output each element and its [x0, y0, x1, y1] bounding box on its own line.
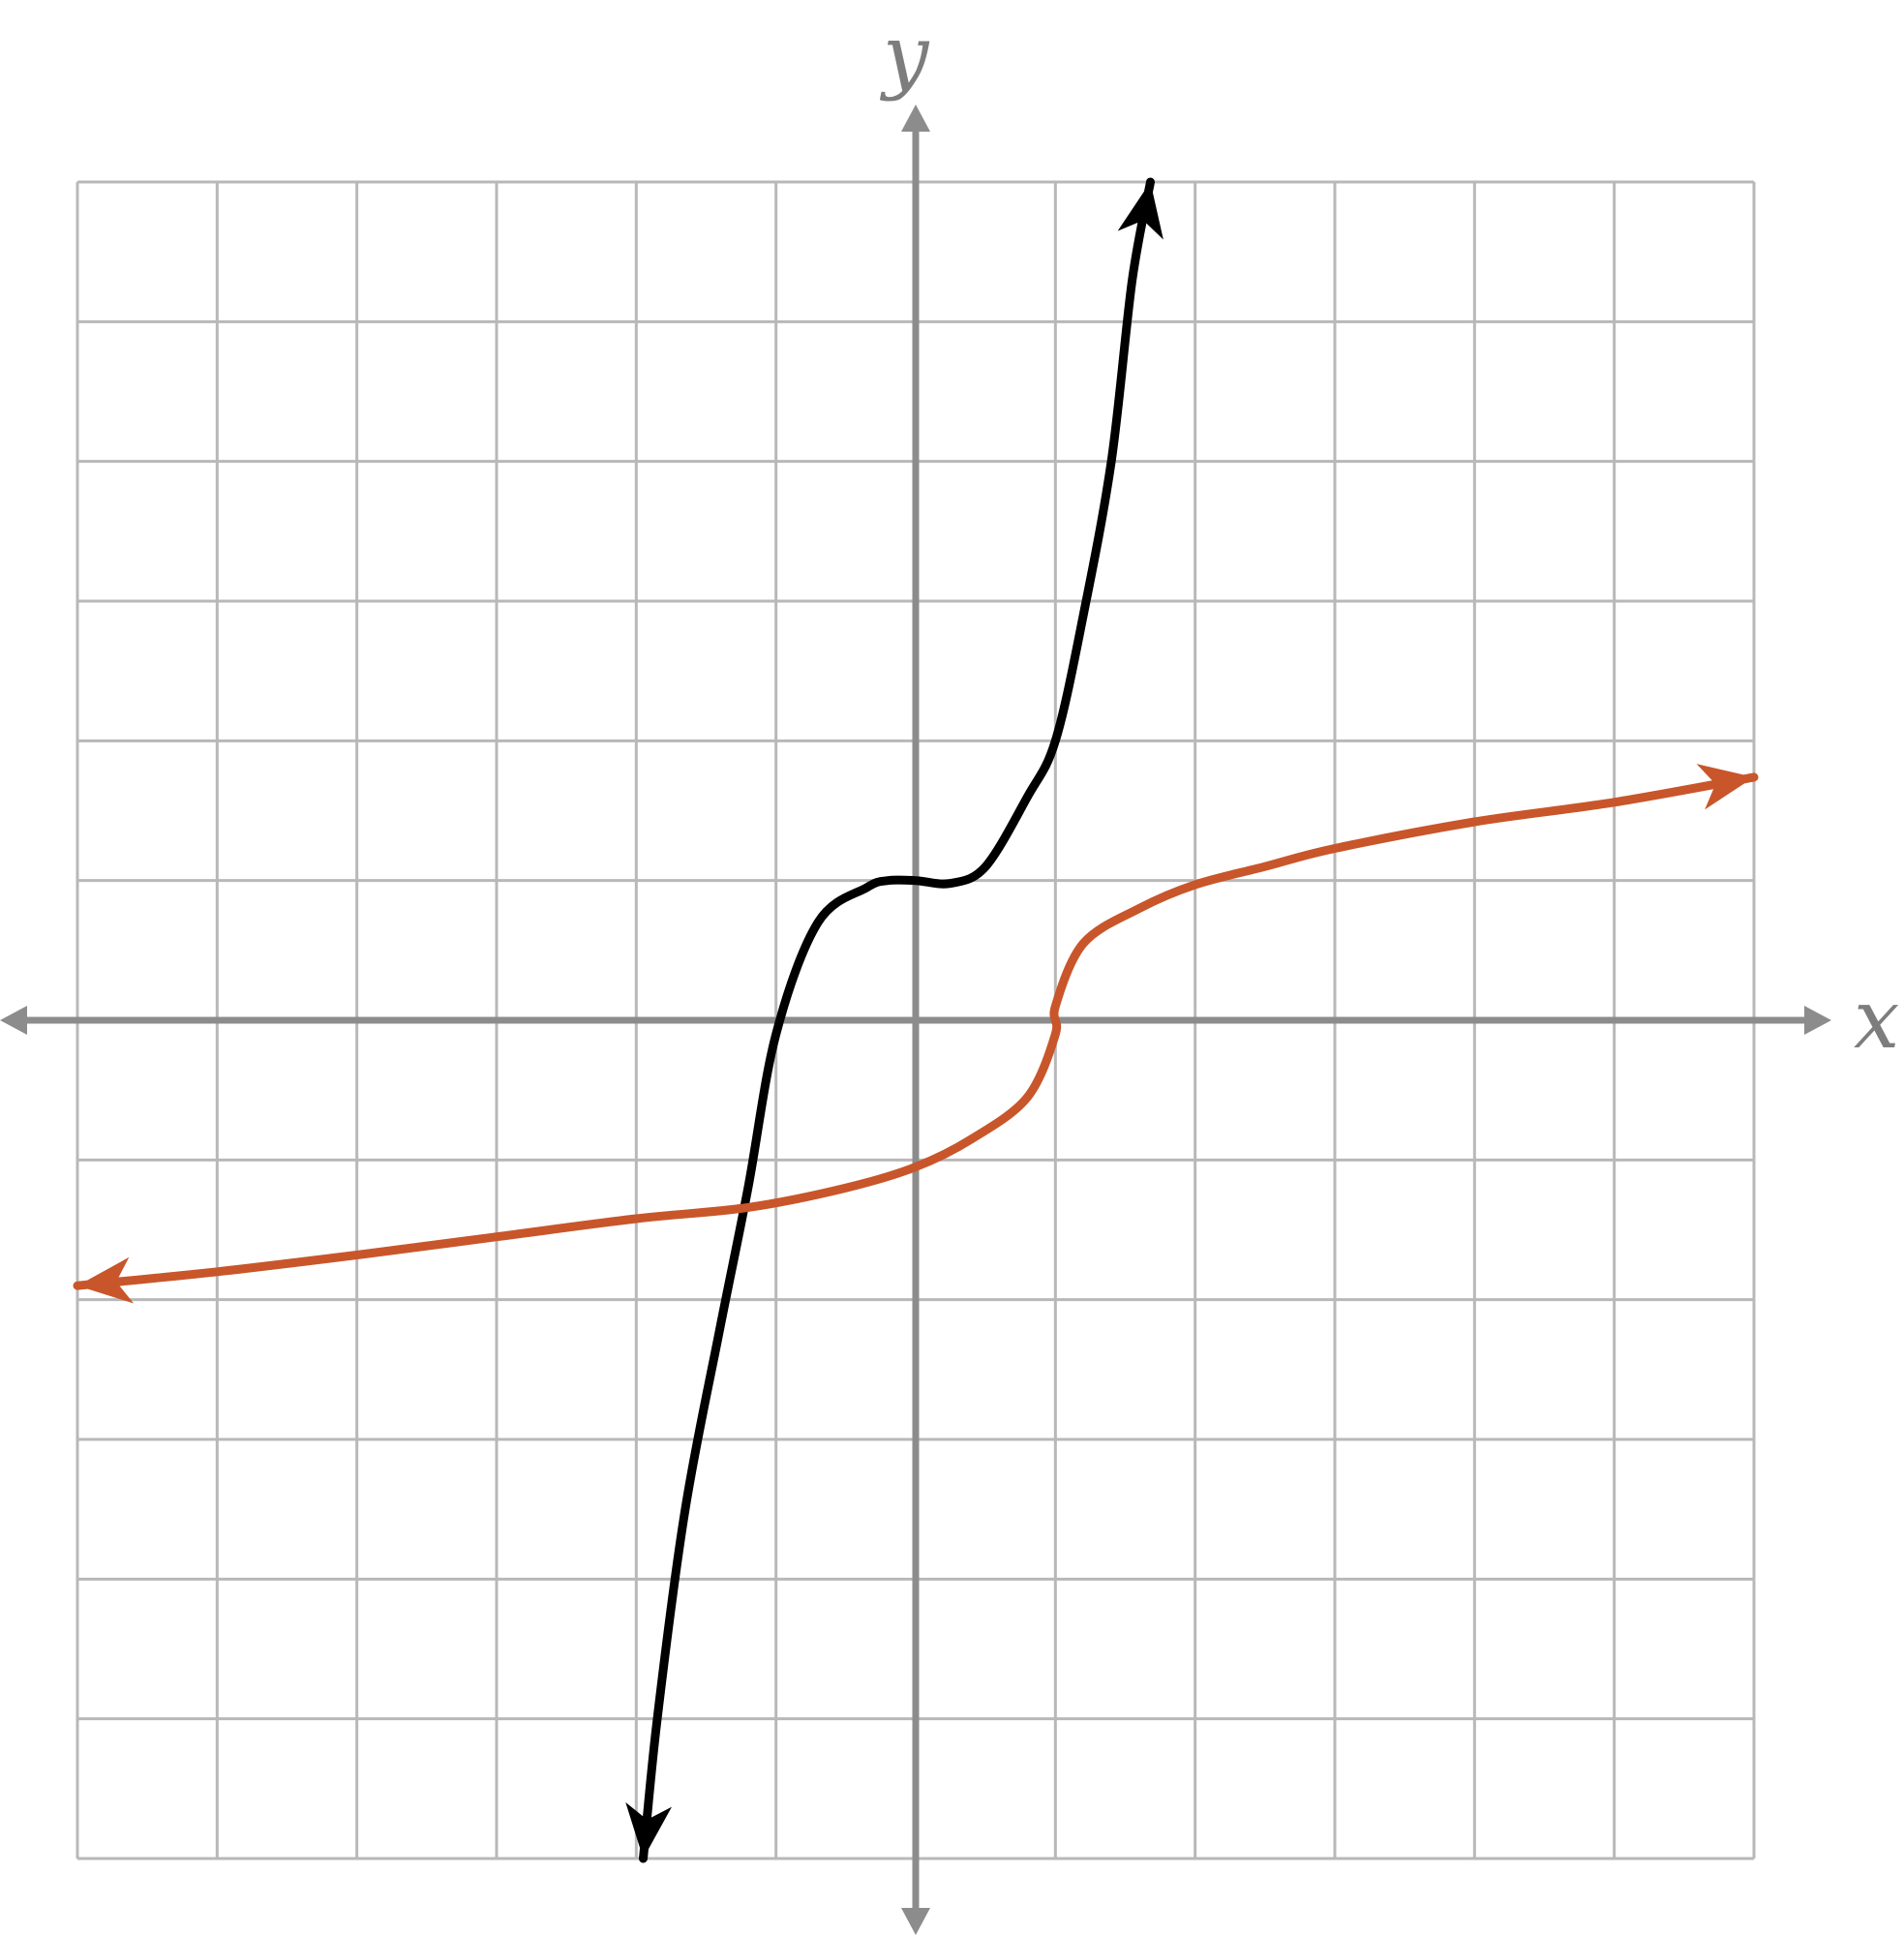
series-2 [73, 764, 1759, 1304]
series-2-line [73, 772, 1759, 1290]
series-1-line [639, 177, 1155, 1863]
series-1-arrowhead-start [625, 1801, 673, 1859]
series-2-arrowhead-end [1696, 764, 1754, 810]
series-group [73, 177, 1759, 1863]
series-1-arrowhead-end [1117, 182, 1164, 240]
x-axis-arrowhead-right [1804, 1006, 1831, 1035]
series-2-arrowhead-start [77, 1256, 135, 1304]
axes: x y [0, 8, 1899, 1935]
x-axis-arrowhead-left [0, 1006, 27, 1035]
y-axis-arrowhead-top [901, 105, 930, 132]
series-1 [625, 177, 1164, 1863]
y-axis-label: y [879, 8, 930, 103]
x-axis-label: x [1854, 972, 1899, 1067]
y-axis-arrowhead-bottom [901, 1908, 930, 1935]
